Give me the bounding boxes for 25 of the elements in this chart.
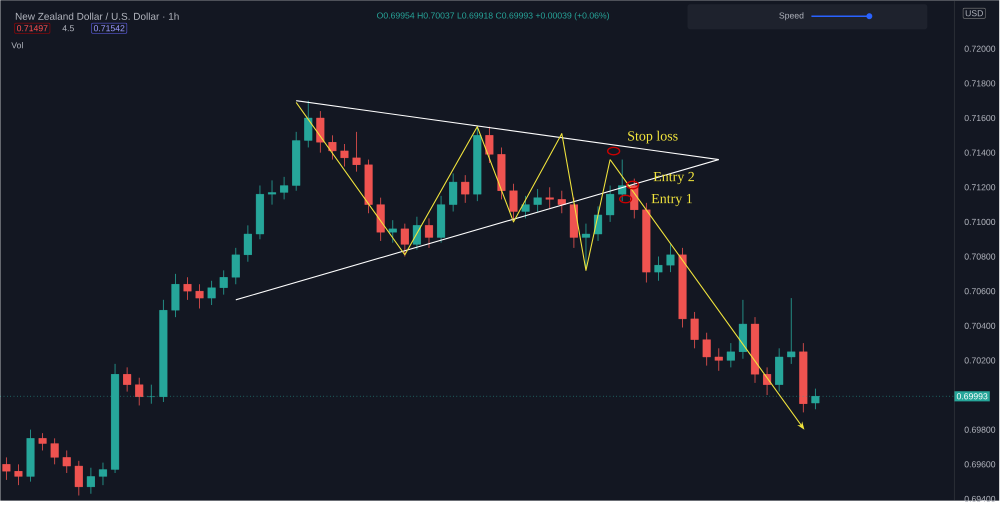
y-tick-label: 0.69600 (964, 461, 996, 468)
annotation: Speed (779, 12, 804, 20)
y-tick-label: 0.70400 (964, 322, 996, 329)
annotation: 0.71497 (16, 24, 48, 32)
annotation: Entry 2 (654, 172, 694, 184)
y-tick-label: 0.71400 (964, 149, 996, 156)
annotation: Vol (11, 42, 23, 48)
ref-line-label: 0.69993 (956, 392, 988, 400)
y-tick-label: 0.69400 (964, 496, 996, 502)
y-tick-label: 0.71800 (964, 80, 996, 86)
y-tick-label: 0.71000 (964, 218, 996, 225)
annotation: Entry 1 (652, 194, 692, 206)
y-tick-label: 0.72000 (964, 45, 996, 52)
y-tick-label: 0.70200 (964, 357, 996, 364)
text: O0.69954 H0.70037 L0.69918 C0.69993 +0.00039 (+0.06%) (377, 12, 609, 20)
annotation: 4.5 (62, 24, 74, 32)
annotation: Stop loss (628, 130, 678, 144)
y-tick-label: 0.70800 (964, 253, 996, 260)
y-tick-label: 0.71600 (964, 114, 996, 121)
annotation: 0.71542 (94, 24, 124, 32)
text: New Zealand Dollar / U.S. Dollar · 1h (16, 12, 179, 20)
y-tick-label: 0.71200 (964, 184, 996, 190)
y-tick-label: 0.70600 (964, 288, 996, 294)
text: USD (966, 10, 983, 16)
y-tick-label: 0.69800 (964, 426, 996, 433)
